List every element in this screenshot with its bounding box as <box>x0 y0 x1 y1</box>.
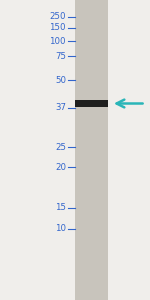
Text: 250: 250 <box>50 12 66 21</box>
Text: 50: 50 <box>55 76 66 85</box>
Text: 37: 37 <box>55 103 66 112</box>
Text: 75: 75 <box>55 52 66 61</box>
Text: 100: 100 <box>50 37 66 46</box>
Text: 25: 25 <box>55 142 66 152</box>
Text: 150: 150 <box>50 23 66 32</box>
Bar <box>75 0 108 300</box>
Text: 15: 15 <box>55 203 66 212</box>
Text: 20: 20 <box>55 163 66 172</box>
Text: 10: 10 <box>55 224 66 233</box>
Bar <box>75 100 108 107</box>
